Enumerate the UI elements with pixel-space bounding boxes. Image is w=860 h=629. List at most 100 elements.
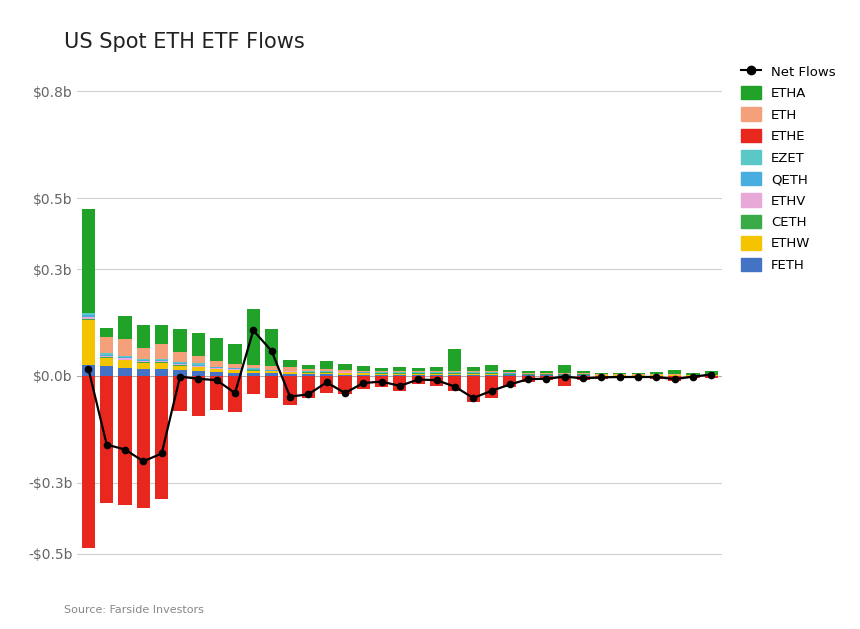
- Bar: [283, 367, 297, 370]
- Bar: [192, 367, 205, 371]
- Bar: [100, 357, 114, 358]
- Bar: [100, 337, 114, 353]
- Bar: [650, 376, 663, 379]
- Bar: [174, 352, 187, 362]
- Bar: [100, 376, 114, 503]
- Bar: [540, 371, 553, 373]
- Bar: [412, 371, 425, 372]
- Bar: [613, 376, 626, 379]
- Bar: [540, 374, 553, 376]
- Bar: [338, 373, 352, 374]
- Bar: [375, 371, 388, 372]
- Bar: [595, 373, 608, 374]
- Bar: [192, 355, 205, 364]
- Bar: [265, 330, 279, 366]
- Bar: [119, 359, 132, 360]
- Bar: [119, 360, 132, 368]
- Bar: [558, 376, 571, 386]
- Bar: [137, 360, 150, 361]
- Bar: [210, 360, 224, 367]
- Bar: [210, 376, 224, 409]
- Bar: [302, 374, 315, 376]
- Bar: [576, 371, 590, 373]
- Bar: [137, 348, 150, 359]
- Bar: [595, 376, 608, 379]
- Bar: [503, 376, 517, 387]
- Bar: [82, 314, 95, 317]
- Bar: [137, 325, 150, 348]
- Bar: [320, 369, 333, 371]
- Bar: [467, 374, 480, 375]
- Bar: [119, 368, 132, 376]
- Bar: [229, 376, 242, 412]
- Bar: [320, 361, 333, 369]
- Bar: [155, 376, 169, 499]
- Bar: [503, 374, 517, 376]
- Bar: [82, 317, 95, 319]
- Bar: [357, 374, 370, 376]
- Bar: [119, 357, 132, 359]
- Bar: [485, 376, 498, 398]
- Bar: [82, 313, 95, 314]
- Bar: [174, 366, 187, 370]
- Bar: [448, 376, 462, 391]
- Bar: [302, 376, 315, 398]
- Bar: [100, 366, 114, 376]
- Bar: [503, 372, 517, 373]
- Bar: [283, 372, 297, 374]
- Bar: [521, 373, 535, 374]
- Bar: [247, 370, 260, 373]
- Bar: [119, 376, 132, 505]
- Bar: [229, 364, 242, 368]
- Bar: [412, 368, 425, 371]
- Bar: [430, 367, 443, 371]
- Bar: [210, 367, 224, 368]
- Bar: [393, 375, 407, 376]
- Bar: [82, 376, 95, 548]
- Bar: [375, 375, 388, 376]
- Bar: [137, 376, 150, 508]
- Bar: [174, 376, 187, 411]
- Bar: [576, 373, 590, 374]
- Bar: [631, 373, 645, 374]
- Bar: [485, 370, 498, 372]
- Bar: [155, 325, 169, 344]
- Bar: [467, 367, 480, 371]
- Bar: [247, 309, 260, 365]
- Bar: [210, 338, 224, 360]
- Bar: [393, 376, 407, 391]
- Bar: [320, 374, 333, 376]
- Bar: [155, 369, 169, 376]
- Bar: [137, 361, 150, 362]
- Bar: [119, 339, 132, 357]
- Bar: [229, 373, 242, 376]
- Bar: [283, 374, 297, 376]
- Bar: [668, 374, 681, 375]
- Bar: [192, 376, 205, 416]
- Bar: [155, 363, 169, 369]
- Bar: [174, 365, 187, 366]
- Bar: [247, 368, 260, 369]
- Bar: [448, 349, 462, 371]
- Text: Source: Farside Investors: Source: Farside Investors: [64, 605, 205, 615]
- Bar: [430, 371, 443, 372]
- Bar: [338, 374, 352, 376]
- Bar: [357, 370, 370, 372]
- Bar: [82, 320, 95, 365]
- Bar: [229, 368, 242, 369]
- Bar: [467, 375, 480, 376]
- Bar: [375, 368, 388, 371]
- Bar: [650, 372, 663, 374]
- Bar: [192, 371, 205, 376]
- Bar: [137, 363, 150, 369]
- Bar: [430, 374, 443, 375]
- Bar: [668, 370, 681, 374]
- Bar: [485, 365, 498, 370]
- Bar: [338, 364, 352, 370]
- Bar: [155, 360, 169, 361]
- Legend: Net Flows, ETHA, ETH, ETHE, EZET, QETH, ETHV, CETH, ETHW, FETH: Net Flows, ETHA, ETH, ETHE, EZET, QETH, …: [735, 59, 841, 277]
- Bar: [229, 344, 242, 364]
- Bar: [338, 370, 352, 372]
- Bar: [229, 370, 242, 373]
- Bar: [100, 353, 114, 355]
